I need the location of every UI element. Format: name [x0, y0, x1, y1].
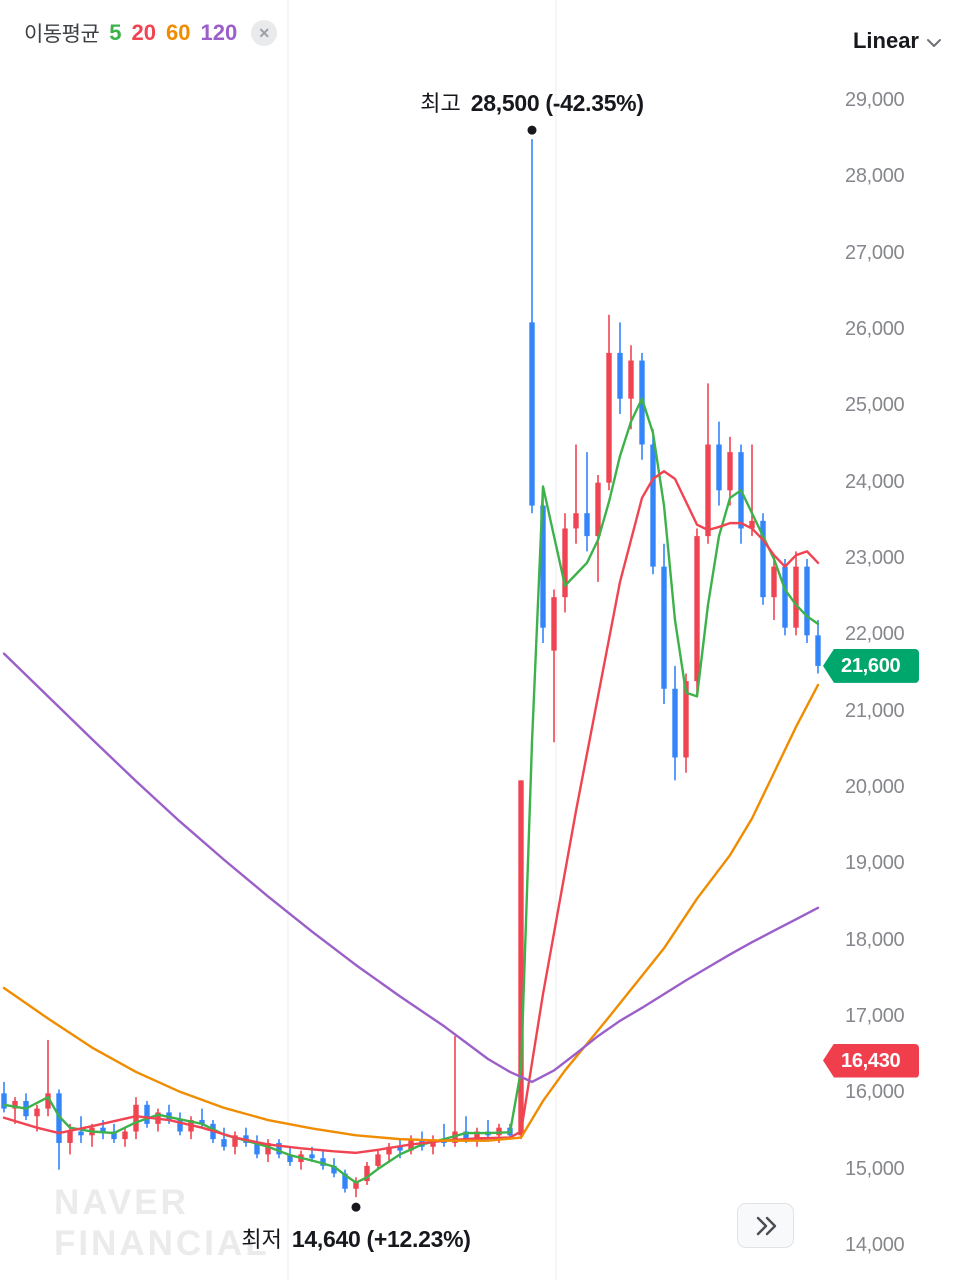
current-price-badge: 21,600 — [823, 648, 919, 683]
double-chevron-right-icon — [756, 1216, 776, 1235]
watermark-line-1: NAVER — [54, 1183, 189, 1222]
chevron-down-icon — [927, 38, 941, 47]
low-annotation-prefix: 최저 — [241, 1227, 282, 1253]
ma-legend: 이동평균 5 20 60 120 ✕ — [24, 18, 278, 48]
high-annotation: 최고 28,500 (-42.35%) — [420, 86, 644, 118]
ma-period-60: 60 — [166, 20, 191, 45]
ma-period-values: 5 20 60 120 — [109, 20, 237, 46]
scale-selector[interactable]: Linear — [853, 28, 942, 54]
naver-financial-watermark: NAVER FINANCIAL — [54, 1182, 270, 1265]
scale-selector-label: Linear — [852, 28, 919, 53]
low-annotation: 최저 14,640 (+12.23%) — [241, 1222, 470, 1254]
ma-period-20: 20 — [131, 20, 157, 45]
expand-button[interactable] — [737, 1203, 794, 1248]
ma-period-5: 5 — [109, 20, 122, 45]
close-icon: ✕ — [258, 25, 271, 41]
low-annotation-value: 14,640 (+12.23%) — [291, 1226, 471, 1253]
watermark-line-2: FINANCIAL — [54, 1224, 270, 1264]
reference-price-badge: 16,430 — [823, 1043, 919, 1078]
high-annotation-value: 28,500 (-42.35%) — [470, 90, 644, 117]
legend-close-button[interactable]: ✕ — [251, 20, 278, 46]
ma-period-120: 120 — [200, 20, 238, 45]
high-annotation-prefix: 최고 — [420, 91, 461, 117]
ma-legend-title: 이동평균 — [24, 23, 100, 46]
